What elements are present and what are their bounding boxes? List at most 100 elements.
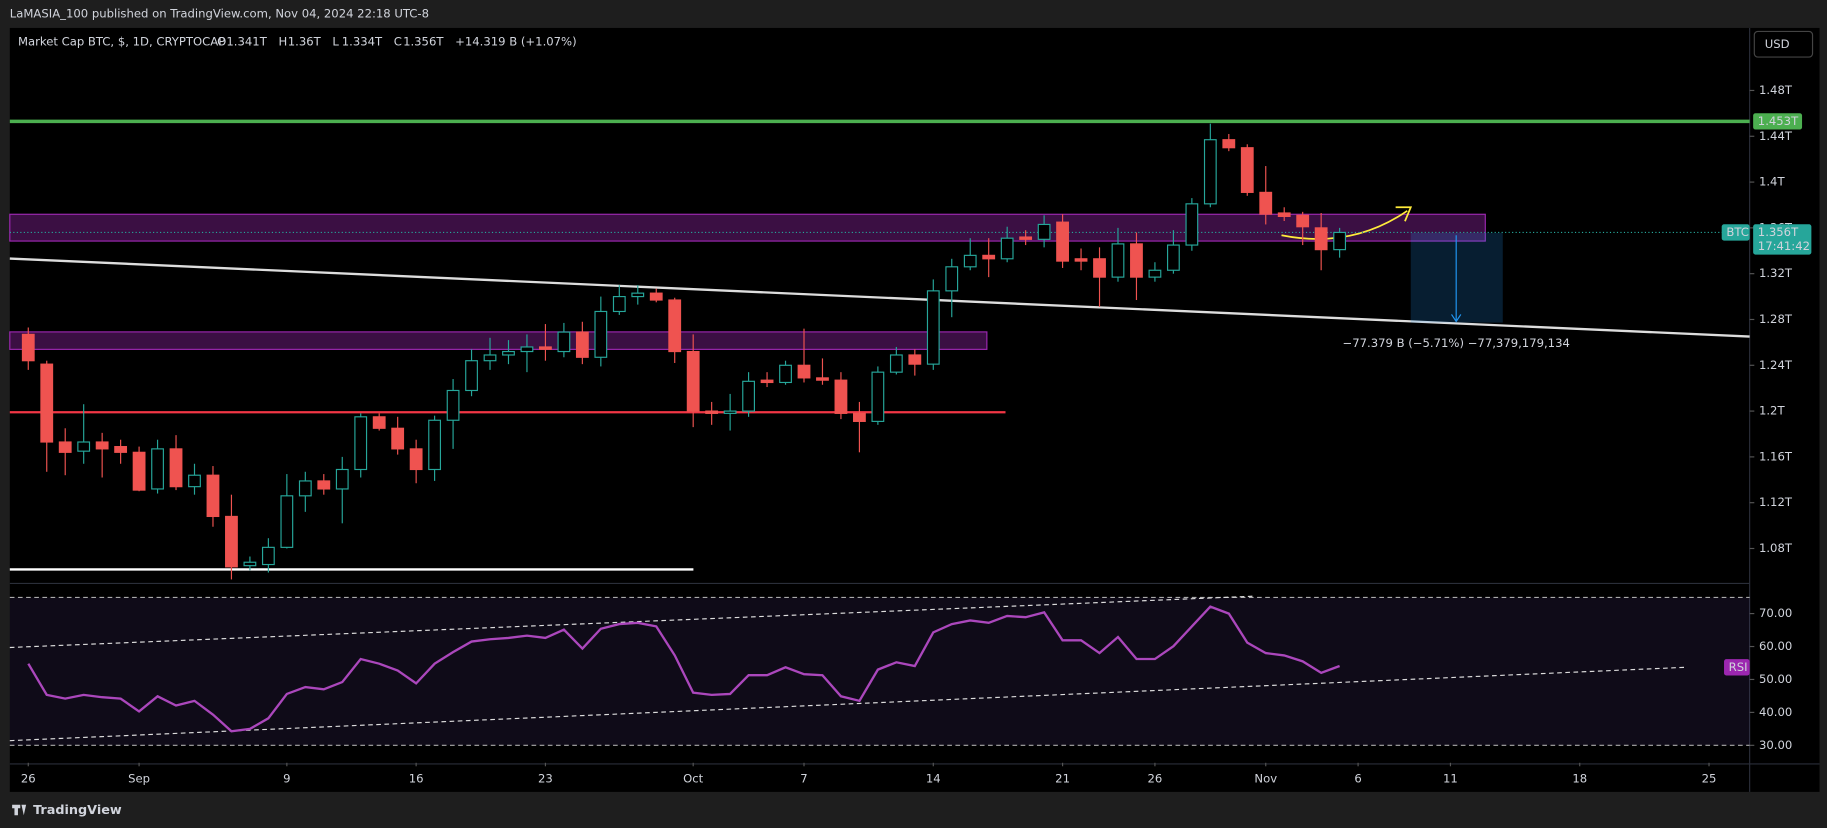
candle-body	[1000, 237, 1014, 260]
candle-body	[1093, 258, 1106, 278]
trend-line	[9, 257, 1750, 338]
candle-body	[21, 333, 35, 362]
candle-body	[1019, 236, 1033, 240]
candle-body	[1148, 269, 1162, 278]
candle-body	[1111, 243, 1125, 278]
candle-body	[169, 448, 183, 488]
candle-body	[889, 354, 903, 373]
candle-body	[77, 441, 91, 452]
rsi-tick-label: 40.00	[1759, 705, 1792, 719]
candle-body	[1056, 221, 1069, 262]
rsi-band	[9, 597, 1750, 746]
candle-body	[280, 495, 294, 548]
candle-body	[391, 427, 405, 450]
candle-body	[963, 254, 977, 268]
candle-body	[502, 350, 515, 356]
candle-body	[206, 474, 220, 518]
candle-body	[575, 331, 589, 358]
candle-body	[705, 410, 719, 414]
candle-body	[557, 331, 571, 353]
ohlc-value: 1.356T	[403, 34, 444, 48]
candle-body	[114, 446, 128, 453]
candle-body	[317, 480, 331, 490]
y-tick-label: 1.08T	[1759, 541, 1793, 555]
candle-body	[1277, 212, 1291, 218]
level-label: 1.453T	[1758, 114, 1799, 128]
currency: USD	[1765, 37, 1790, 51]
candle-body	[483, 354, 497, 362]
measure-arrow-head	[1451, 314, 1462, 323]
x-tick-label: 16	[409, 772, 424, 786]
candle-body	[1203, 139, 1217, 205]
candle-body	[225, 515, 238, 568]
x-tick-label: 26	[1148, 772, 1163, 786]
candle-body	[1240, 147, 1254, 193]
candle-body	[132, 451, 146, 491]
y-tick-label: 1.12T	[1759, 495, 1793, 509]
x-tick-label: Nov	[1254, 772, 1277, 786]
candle-body	[760, 379, 774, 384]
change: +14.319 B (+1.07%)	[455, 34, 577, 48]
rsi-badge	[1724, 659, 1750, 676]
y-tick-label: 1.32T	[1759, 266, 1793, 280]
candle-body	[428, 419, 442, 471]
projection-arrow-head	[1395, 206, 1413, 222]
candle-body	[58, 441, 72, 453]
brand-logo	[12, 804, 27, 816]
candle-body	[1296, 214, 1310, 228]
countdown: 17:41:42	[1758, 239, 1810, 253]
candle-body	[465, 360, 478, 392]
ohlc-key: O	[217, 34, 226, 48]
y-tick-label: 1.44T	[1759, 129, 1793, 143]
candle-body	[539, 346, 552, 350]
candle-body	[261, 546, 275, 566]
candle-body	[742, 380, 755, 412]
candle-body	[1037, 223, 1051, 240]
candle-body	[520, 346, 534, 353]
x-tick-label: 18	[1572, 772, 1587, 786]
candle-body	[95, 441, 109, 450]
ohlc-value: 1.334T	[342, 34, 383, 48]
candle-body	[834, 379, 848, 414]
candle-body	[1130, 243, 1143, 278]
candle-body	[926, 290, 940, 365]
y-tick-label: 1.16T	[1759, 449, 1793, 463]
candle-body	[649, 292, 663, 301]
projection-arrow	[1281, 210, 1408, 240]
candle-body	[668, 299, 682, 353]
ohlc-key: L	[332, 34, 339, 48]
symbol: Market Cap BTC, $, 1D, CRYPTOCAP	[18, 34, 225, 48]
price-badge	[1753, 224, 1812, 255]
publisher: LaMASIA_100 published on TradingView.com…	[10, 6, 429, 20]
candle-body	[723, 410, 737, 414]
candle-body	[1074, 258, 1088, 262]
candle-body	[1222, 139, 1236, 149]
symbol-badge	[1721, 224, 1750, 241]
candle-body	[1259, 191, 1273, 215]
currency-button[interactable]	[1753, 30, 1814, 58]
x-tick-label: Oct	[683, 772, 704, 786]
candle-body	[797, 364, 811, 379]
rsi-tick-label: 60.00	[1759, 639, 1792, 653]
candle-body	[945, 266, 959, 292]
candle-body	[298, 480, 312, 497]
candle-body	[871, 371, 885, 422]
x-tick-label: 9	[283, 772, 290, 786]
candle-body	[335, 468, 349, 490]
rsi-channel	[9, 595, 1253, 649]
candle-body	[779, 364, 792, 384]
rsi-tick-label: 30.00	[1759, 738, 1792, 752]
x-tick-label: 6	[1354, 772, 1361, 786]
candle-body	[908, 354, 922, 365]
candle-body	[686, 350, 700, 412]
x-tick-label: 23	[538, 772, 553, 786]
candle-body	[409, 448, 423, 471]
candle-body	[372, 416, 386, 429]
y-tick-label: 1.24T	[1759, 358, 1793, 372]
rsi-tick-label: 70.00	[1759, 606, 1792, 620]
rsi-channel	[9, 666, 1686, 742]
rsi-name: RSI	[1729, 660, 1748, 674]
level-badge	[1753, 113, 1803, 130]
ohlc-value: 1.36T	[288, 34, 322, 48]
